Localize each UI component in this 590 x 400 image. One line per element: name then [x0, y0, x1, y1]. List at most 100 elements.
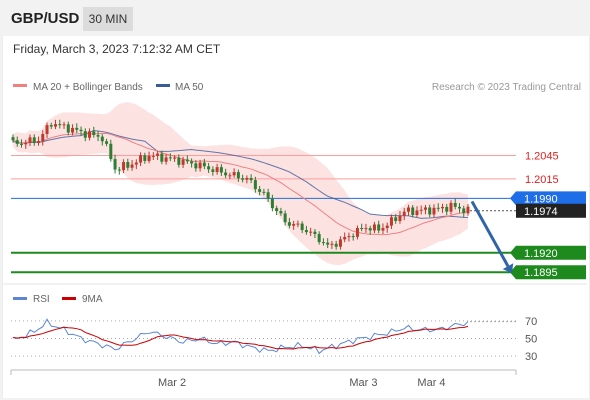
legend-9ma-label: 9MA: [82, 294, 103, 305]
level-1-1895-tag: [510, 265, 586, 280]
candle-body: [279, 211, 283, 214]
candle-body: [334, 243, 338, 247]
candle-body: [96, 135, 100, 137]
candle-body: [194, 163, 198, 169]
candle-body: [100, 136, 104, 142]
candle-body: [292, 223, 296, 226]
candle-body: [117, 169, 121, 171]
candle-body: [66, 124, 70, 133]
candle-body: [377, 224, 381, 231]
level-1-1920-tag: [510, 245, 586, 260]
projection-arrow-head: [502, 263, 514, 274]
candle-body: [173, 157, 177, 159]
candle-body: [283, 213, 287, 223]
candle-body: [215, 167, 219, 172]
level-1-2045-label: 1.2045: [525, 151, 559, 163]
candle-body: [168, 157, 172, 159]
candle-body: [398, 215, 402, 221]
candle-body: [49, 125, 53, 127]
legend-ma20-swatch: [13, 84, 27, 87]
candle-body: [109, 143, 113, 160]
candle-body: [462, 208, 466, 214]
candle-body: [122, 162, 126, 171]
candle-body: [466, 206, 470, 214]
candle-body: [15, 140, 19, 144]
candle-body: [37, 141, 41, 143]
candle-body: [245, 177, 249, 180]
candle-body: [258, 189, 262, 192]
candle-body: [355, 228, 359, 237]
candle-body: [219, 167, 223, 173]
candle-body: [394, 217, 398, 221]
candle-body: [20, 143, 24, 145]
legend-ma50-label: MA 50: [175, 82, 204, 93]
candle-body: [415, 210, 419, 215]
level-1-2015-label: 1.2015: [525, 174, 559, 186]
rsi-ma-line: [12, 325, 469, 350]
candle-body: [105, 141, 109, 144]
candle-body: [83, 131, 87, 138]
candle-body: [134, 162, 138, 165]
candle-body: [79, 129, 83, 132]
rsi-tick-50: 50: [525, 334, 537, 346]
candle-body: [262, 191, 266, 193]
candle-body: [58, 124, 62, 126]
candle-body: [241, 178, 245, 180]
x-label-mar-3: Mar 3: [349, 377, 377, 389]
level-1-1974-tag: [516, 203, 586, 218]
candle-body: [266, 192, 270, 199]
candle-body: [381, 228, 385, 231]
level-1-1990-tag: [510, 191, 586, 206]
candle-body: [304, 230, 308, 233]
candle-body: [224, 172, 228, 176]
candle-body: [445, 206, 449, 212]
candle-body: [402, 211, 406, 216]
candle-body: [309, 231, 313, 233]
candle-body: [347, 236, 351, 238]
candle-body: [253, 180, 257, 190]
level-1-1990-label: 1.1990: [524, 193, 558, 205]
candle-body: [385, 225, 389, 229]
candle-body: [156, 153, 160, 156]
header-bar: GBP/USD 30 MIN: [0, 0, 590, 36]
candle-body: [45, 125, 49, 135]
candle-body: [147, 155, 151, 161]
candle-body: [326, 242, 330, 245]
legend-ma20-label: MA 20 + Bollinger Bands: [33, 82, 143, 93]
candle-body: [160, 153, 164, 162]
candle-body: [432, 207, 436, 215]
x-label-mar-4: Mar 4: [417, 377, 445, 389]
candle-body: [198, 162, 202, 169]
legend-rsi-label: RSI: [33, 294, 50, 305]
candle-body: [190, 161, 194, 164]
candle-body: [126, 162, 130, 168]
legend-9ma-swatch: [62, 297, 76, 300]
rsi-tick-30: 30: [525, 351, 537, 363]
candle-body: [75, 127, 79, 130]
candle-body: [457, 206, 461, 209]
timeframe-button[interactable]: 30 MIN: [83, 7, 133, 31]
candle-body: [62, 124, 66, 126]
level-1-1920-label: 1.1920: [524, 248, 558, 260]
legend-rsi-swatch: [13, 297, 27, 300]
candle-body: [113, 159, 117, 170]
level-1-1895-label: 1.1895: [524, 267, 558, 279]
candle-body: [313, 231, 317, 235]
candle-body: [151, 155, 155, 157]
candle-body: [177, 157, 181, 165]
candle-body: [368, 228, 372, 231]
candle-body: [232, 172, 236, 176]
legend-ma50-swatch: [156, 84, 170, 87]
candle-body: [275, 208, 279, 212]
symbol-label: GBP/USD: [11, 10, 80, 27]
candle-body: [71, 127, 75, 133]
candle-body: [300, 223, 304, 231]
candle-body: [202, 162, 206, 167]
rsi-tick-70: 70: [525, 316, 537, 328]
datetime-label: Friday, March 3, 2023 7:12:32 AM CET: [13, 42, 221, 56]
candle-body: [270, 198, 274, 209]
candle-body: [406, 207, 410, 212]
candle-body: [28, 137, 32, 143]
candle-body: [236, 172, 240, 179]
candle-body: [228, 175, 232, 177]
